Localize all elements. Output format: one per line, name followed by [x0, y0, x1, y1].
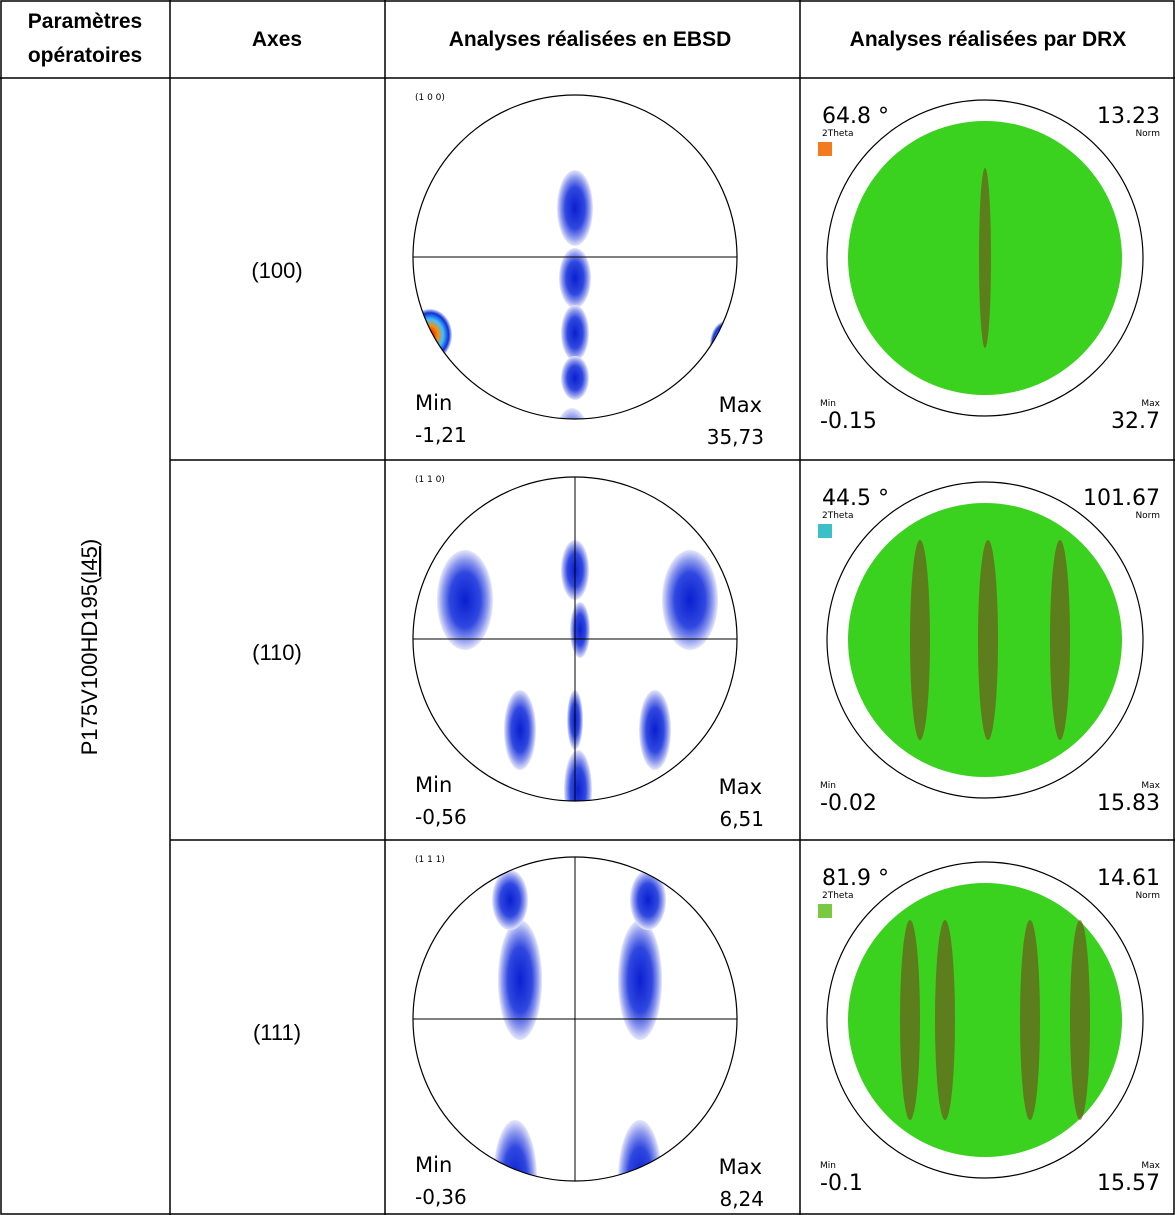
drx-intensity [978, 540, 998, 740]
pole-density [570, 602, 590, 658]
pole-density [639, 690, 671, 770]
drx-intensity [1020, 920, 1040, 1120]
drx-norm: 14.61 [1097, 866, 1160, 891]
drx-norm: 101.67 [1083, 486, 1160, 511]
drx-norm: 13.23 [1097, 104, 1160, 129]
max-value: 8,24 [719, 1187, 764, 1211]
header-cell: opératoires [28, 44, 142, 67]
pole-density [493, 1120, 537, 1181]
pole-label: (1 1 1) [415, 855, 445, 865]
drx-min: -0.15 [820, 409, 877, 434]
drx-angle-label: 2Theta [822, 511, 854, 521]
pole-contours [492, 870, 666, 1181]
pole-density [552, 408, 592, 419]
drx-angle-label: 2Theta [822, 891, 854, 901]
header-cell: Analyses réalisées par DRX [850, 28, 1127, 51]
max-label: Max [719, 775, 762, 799]
pole-density [440, 842, 500, 898]
header-cell: Analyses réalisées en EBSD [449, 28, 732, 51]
header-cell: Paramètres [28, 10, 142, 33]
pole-density [564, 750, 592, 801]
drx-min-label: Min [820, 1161, 836, 1171]
pole-density [618, 920, 662, 1040]
drx-max: 15.83 [1097, 791, 1160, 816]
pole-density [561, 305, 589, 361]
min-label: Min [415, 773, 452, 797]
pole-density [561, 356, 589, 400]
min-value: -1,21 [415, 423, 467, 447]
drx-intensity [910, 540, 930, 740]
drx-swatch [818, 904, 832, 918]
drx-norm-label: Norm [1135, 891, 1160, 901]
drx-angle: 64.8 ° [822, 104, 889, 129]
axis-label: (111) [253, 1020, 301, 1045]
pole-contours [437, 540, 718, 898]
drx-intensity [1050, 540, 1070, 740]
pole-density [662, 550, 718, 650]
min-value: -0,36 [415, 1185, 467, 1209]
axis-label: (100) [251, 258, 302, 283]
drx-min: -0.1 [820, 1171, 863, 1196]
drx-angle: 44.5 ° [822, 486, 889, 511]
parameter-label: P175V100HD195(I45) [77, 539, 102, 756]
drx-angle: 81.9 ° [822, 866, 889, 891]
pole-contours [437, 540, 718, 898]
drx-max-label: Max [1141, 399, 1160, 409]
max-label: Max [719, 393, 762, 417]
pole-density [492, 870, 528, 930]
drx-min-label: Min [820, 399, 836, 409]
drx-norm-label: Norm [1135, 511, 1160, 521]
min-label: Min [415, 391, 452, 415]
drx-max-label: Max [1141, 1161, 1160, 1171]
header-cell: Axes [252, 28, 302, 51]
axis-label: (110) [252, 640, 302, 665]
drx-intensity [935, 920, 955, 1120]
max-value: 6,51 [719, 807, 764, 831]
max-label: Max [719, 1155, 762, 1179]
pole-density [557, 170, 593, 246]
pole-density [437, 550, 493, 650]
pole-density [662, 846, 718, 894]
drx-intensity [1070, 920, 1090, 1120]
pole-label: (1 1 0) [415, 475, 445, 485]
drx-swatch [818, 142, 832, 156]
drx-norm-label: Norm [1135, 129, 1160, 139]
drx-angle-label: 2Theta [822, 129, 854, 139]
pole-contours [413, 170, 737, 419]
pole-contours [492, 870, 666, 1181]
pole-contours [413, 170, 737, 419]
pole-density [504, 690, 536, 770]
min-label: Min [415, 1153, 452, 1177]
drx-swatch [818, 524, 832, 538]
pole-density [710, 321, 737, 369]
max-value: 35,73 [707, 425, 764, 449]
drx-min-label: Min [820, 781, 836, 791]
drx-intensity [979, 168, 991, 348]
drx-max: 15.57 [1097, 1171, 1160, 1196]
drx-max-label: Max [1141, 781, 1160, 791]
drx-min: -0.02 [820, 791, 877, 816]
pole-label: (1 0 0) [415, 93, 445, 103]
drx-intensity [900, 920, 920, 1120]
drx-max: 32.7 [1111, 409, 1160, 434]
pole-density [559, 248, 591, 308]
pole-density [630, 870, 666, 930]
min-value: -0,56 [415, 805, 467, 829]
pole-density [498, 920, 542, 1040]
